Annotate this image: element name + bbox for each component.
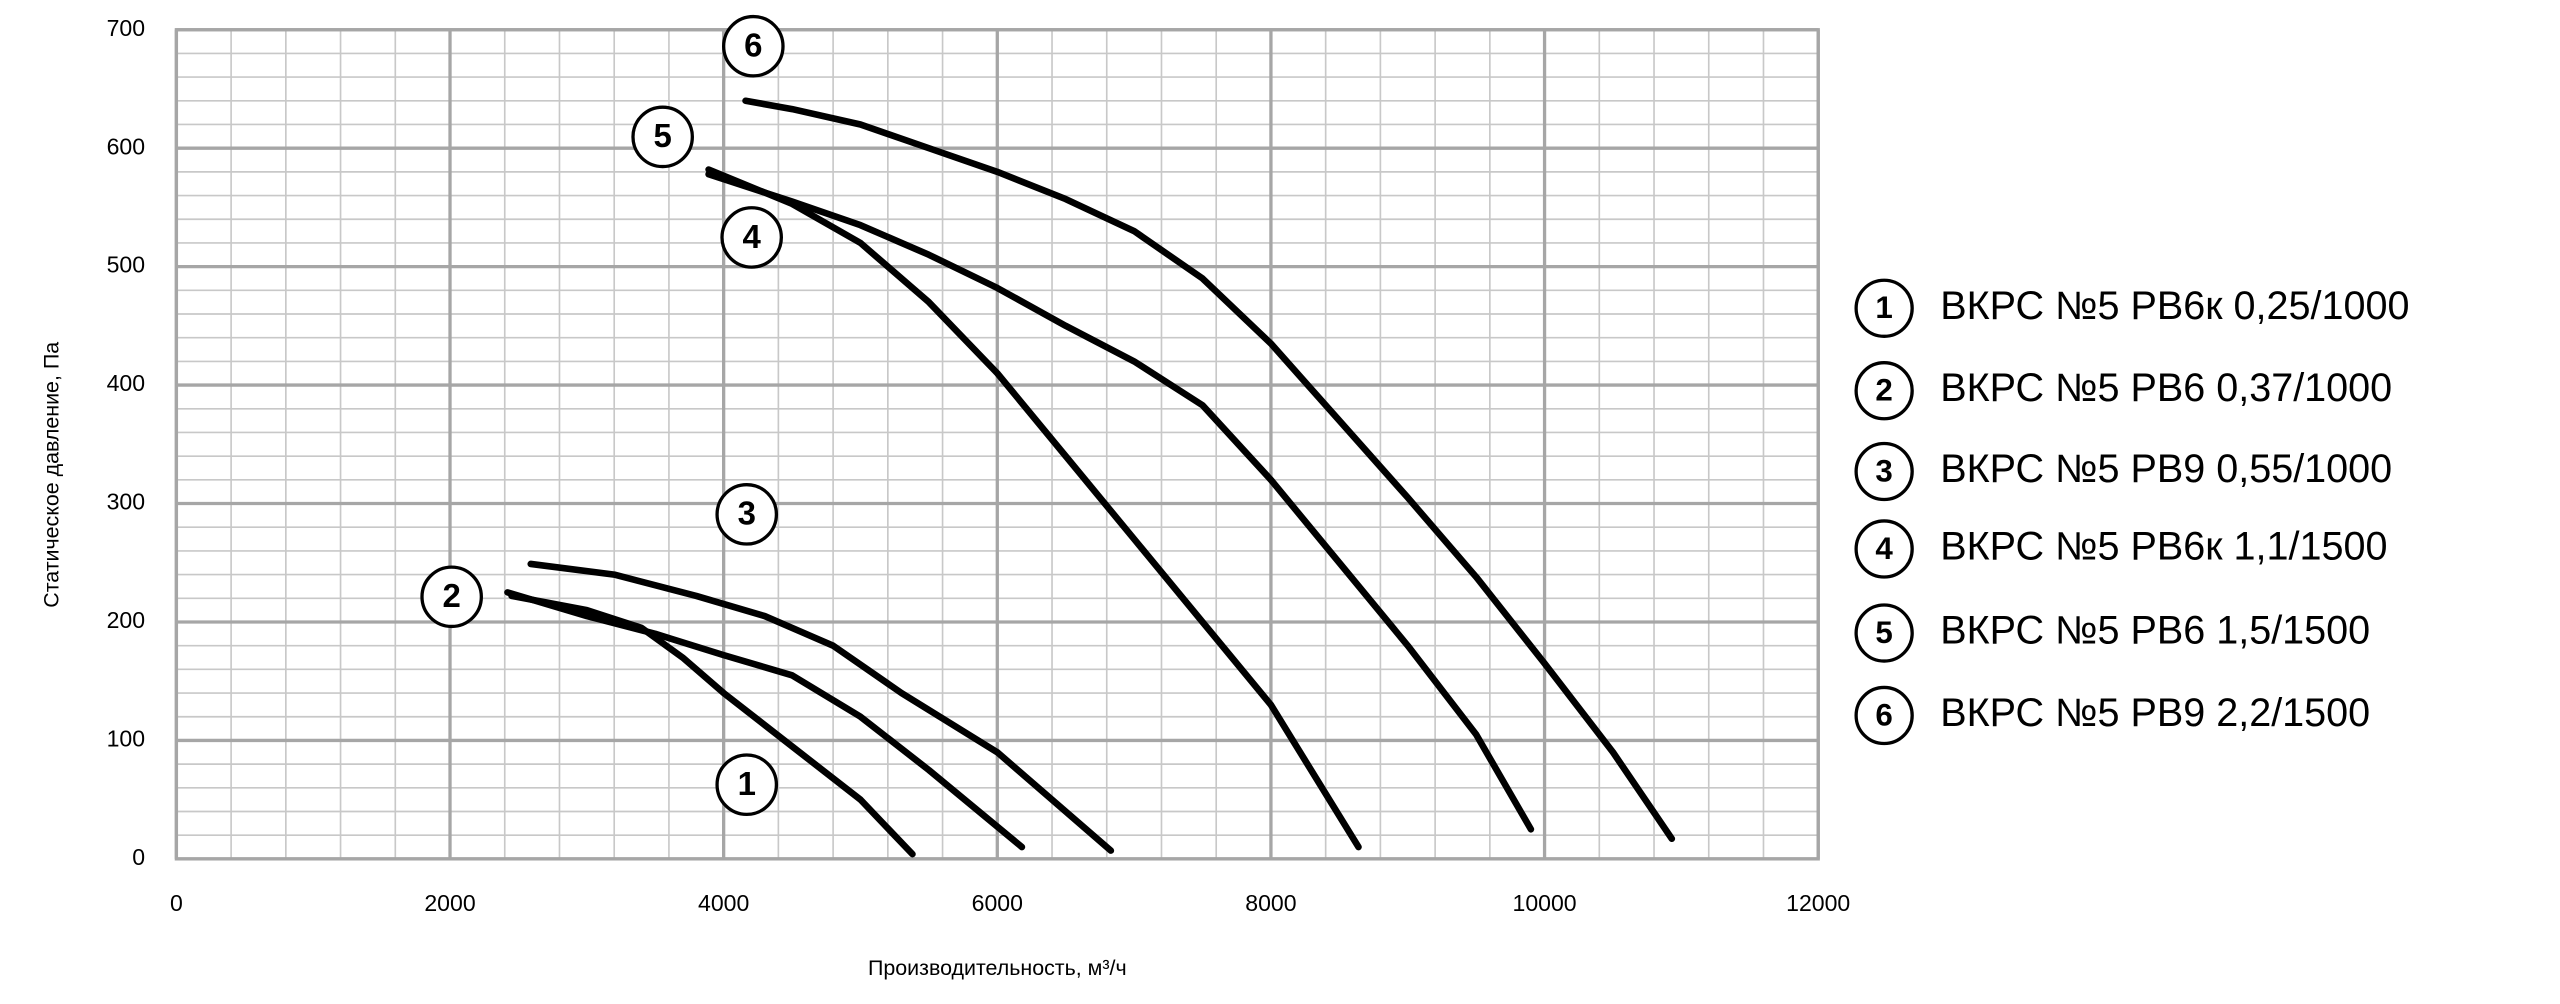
legend-label: ВКРС №5 РВ9 0,55/1000 [1940,447,2392,491]
series-line [504,589,1026,851]
x-tick-label: 6000 [972,890,1023,916]
legend-label: ВКРС №5 РВ6к 0,25/1000 [1940,284,2409,328]
legend-circle [1854,685,1914,746]
curve-tag-circle [722,14,785,78]
plot-border [174,28,1820,861]
legend-circle [1854,519,1914,579]
x-tick-label: 12000 [1786,890,1850,916]
legend-marker: 3 [1875,453,1892,488]
legend-circle [1854,278,1914,338]
series-line [705,170,1535,833]
legend-circle [1854,441,1914,502]
legend-circle [1854,361,1914,421]
legend-marker: 5 [1875,615,1892,650]
x-axis-label: Производительность, м³/ч [868,956,1127,980]
y-tick-label: 200 [107,607,145,633]
curve-tag-circle [715,483,779,546]
curve-tag: 4 [743,218,762,255]
x-tick-label: 2000 [424,890,475,916]
y-tick-label: 700 [107,15,145,41]
legend-label: ВКРС №5 РВ6 1,5/1500 [1940,609,2370,653]
legend-marker: 1 [1875,290,1892,325]
curve-tag: 6 [744,27,762,64]
curve-tag: 2 [443,577,461,614]
curve-tag: 5 [654,117,672,154]
series-line [705,166,1362,851]
curve-tag: 1 [738,765,756,802]
y-axis-label: Статическое давление, Па [39,342,63,608]
legend-label: ВКРС №5 РВ9 2,2/1500 [1940,691,2370,735]
x-tick-label: 4000 [698,890,749,916]
legend-marker: 2 [1875,373,1892,408]
series-line [508,592,916,858]
legend-label: ВКРС №5 РВ6к 1,1/1500 [1940,524,2387,568]
y-tick-label: 300 [107,489,145,515]
curve-tag-circle [715,753,779,817]
y-tick-label: 500 [107,252,145,278]
curve-tag-circle [720,206,784,269]
series-line [527,560,1115,854]
legend-label: ВКРС №5 РВ6 0,37/1000 [1940,366,2392,410]
x-tick-label: 8000 [1245,890,1296,916]
x-tick-label: 10000 [1513,890,1577,916]
legend-marker: 4 [1875,531,1893,566]
x-tick-label: 0 [170,890,183,916]
series-line [742,97,1676,843]
curve-tag-circle [631,105,694,169]
y-tick-label: 0 [132,844,145,870]
curve-tag-circle [420,565,483,629]
legend-circle [1854,603,1914,663]
curve-tag: 3 [738,495,756,532]
legend-marker: 6 [1875,697,1892,732]
y-tick-label: 100 [107,726,145,752]
y-tick-label: 400 [107,370,145,396]
y-tick-label: 600 [107,133,145,159]
